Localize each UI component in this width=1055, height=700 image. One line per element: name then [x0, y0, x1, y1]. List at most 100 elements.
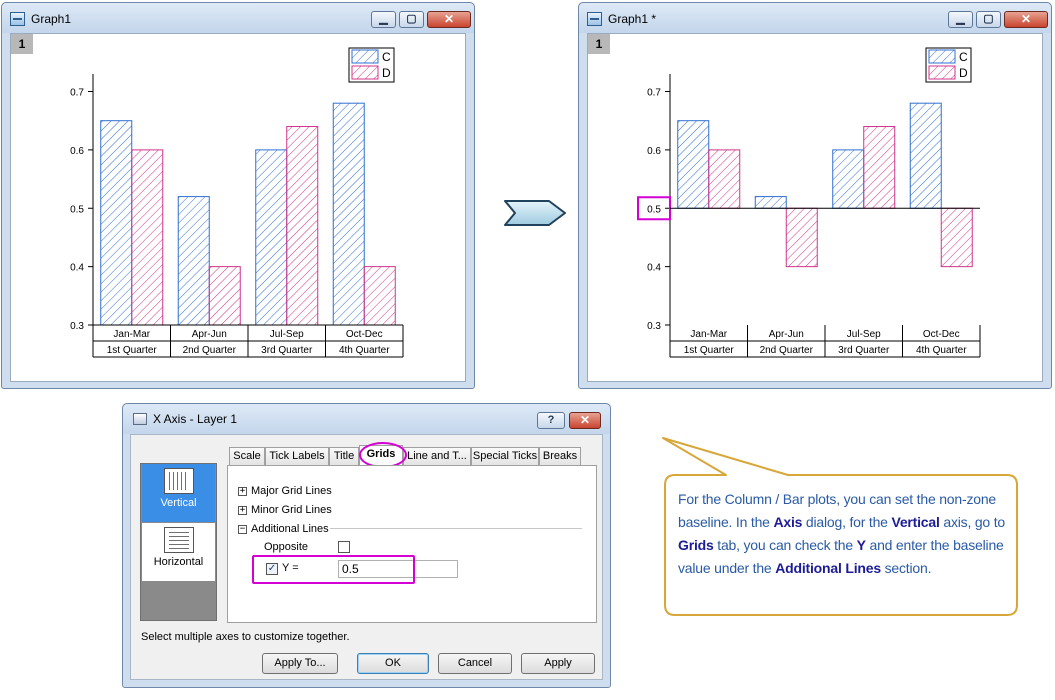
- bar-d: [286, 126, 319, 326]
- tree-major-grid-lines[interactable]: + Major Grid Lines: [238, 484, 332, 498]
- callout-bubble: [662, 437, 1018, 616]
- x-group-label: 4th Quarter: [339, 345, 390, 356]
- close-button[interactable]: ✕: [427, 11, 471, 28]
- tab-breaks[interactable]: Breaks: [539, 447, 581, 465]
- graph-window-right[interactable]: Graph1 * ▁ ▢ ✕ 1 0.3 0.4 0.5 0.6 0.7 Jan-Mar 1…: [578, 2, 1052, 389]
- close-icon: ✕: [579, 413, 591, 427]
- graph-canvas[interactable]: 1 0.3 0.4 0.5 0.6 0.7 Jan-Mar 1st Quarter Apr-J…: [587, 33, 1043, 382]
- tab-scale[interactable]: Scale: [229, 447, 265, 465]
- x-group-label: 1st Quarter: [684, 345, 735, 356]
- x-category-label: Apr-Jun: [769, 329, 804, 340]
- y-row-highlight: [252, 555, 415, 584]
- close-button[interactable]: ✕: [1004, 11, 1048, 28]
- window-titlebar[interactable]: Graph1 * ▁ ▢ ✕: [579, 3, 1051, 33]
- minimize-icon: ▁: [379, 13, 388, 25]
- x-category-label: Jan-Mar: [690, 329, 727, 340]
- x-group-label: 3rd Quarter: [838, 345, 890, 356]
- bar-d: [208, 266, 241, 326]
- layer-badge[interactable]: 1: [588, 34, 610, 54]
- opposite-label: Opposite: [264, 541, 309, 553]
- y-value-input[interactable]: 0.5: [338, 560, 458, 578]
- side-item-horizontal[interactable]: Horizontal: [142, 523, 215, 581]
- bar-c: [754, 196, 787, 209]
- side-item-vertical[interactable]: Vertical: [142, 464, 215, 522]
- bar-chart: 0.3 0.4 0.5 0.6 0.7 Jan-Mar 1st Quarter Apr-Jun…: [70, 47, 404, 358]
- bar-d: [940, 207, 973, 268]
- x-category-label: Oct-Dec: [346, 329, 383, 340]
- y-checkbox[interactable]: ✓: [266, 563, 278, 575]
- maximize-icon: ▢: [406, 13, 417, 25]
- legend-swatch: [351, 65, 379, 80]
- tab-title[interactable]: Title: [329, 447, 359, 465]
- dialog-close-button[interactable]: ✕: [569, 412, 601, 429]
- x-group-label: 4th Quarter: [916, 345, 967, 356]
- section-divider: [330, 528, 582, 529]
- window-title: Graph1: [31, 12, 72, 26]
- y-tick-label: 0.7: [647, 88, 661, 99]
- dialog-titlebar[interactable]: X Axis - Layer 1 ? ✕: [123, 404, 610, 434]
- bar-c: [177, 196, 210, 326]
- callout-text-segment: For the Column / Bar plots, you can set …: [678, 491, 996, 530]
- tree-label: Major Grid Lines: [251, 485, 332, 497]
- help-icon: ?: [547, 414, 555, 426]
- apply-button[interactable]: Apply: [521, 653, 595, 674]
- help-button[interactable]: ?: [537, 412, 565, 429]
- callout-text-segment: dialog, for the: [802, 514, 892, 530]
- close-icon: ✕: [1020, 12, 1032, 26]
- bar-d: [708, 149, 741, 209]
- legend-swatch: [928, 49, 956, 64]
- x-category-label: Oct-Dec: [923, 329, 960, 340]
- x-category-label: Jul-Sep: [270, 329, 304, 340]
- x-group-label: 2nd Quarter: [760, 345, 814, 356]
- axis-selector-panel: Vertical Horizontal: [140, 463, 217, 621]
- callout-text-segment: and enter the baseline value under the: [678, 537, 1004, 576]
- tree-additional-lines[interactable]: − Additional Lines: [238, 522, 329, 536]
- graph-window-left[interactable]: Graph1 ▁ ▢ ✕ 1 0.3 0.4 0.5 0.6 0.7 Jan-Mar 1st…: [1, 2, 475, 389]
- x-axis-dialog[interactable]: X Axis - Layer 1 ? ✕ Vertical Horizontal…: [122, 403, 611, 688]
- x-category-label: Jan-Mar: [113, 329, 150, 340]
- vertical-axis-icon: [163, 468, 194, 494]
- minimize-button[interactable]: ▁: [948, 11, 973, 28]
- callout-keyword: Additional Lines: [775, 560, 881, 576]
- layer-badge[interactable]: 1: [11, 34, 33, 54]
- bar-c: [255, 149, 288, 326]
- expand-icon[interactable]: +: [238, 485, 247, 496]
- apply-to-button[interactable]: Apply To...: [262, 653, 338, 674]
- legend-label: D: [382, 66, 391, 80]
- y-label: Y =: [282, 562, 299, 574]
- y-tick-label: 0.3: [70, 321, 84, 332]
- opposite-checkbox[interactable]: [338, 541, 350, 553]
- cancel-button[interactable]: Cancel: [438, 653, 512, 674]
- side-item-label: Vertical: [160, 497, 197, 509]
- ok-button[interactable]: OK: [357, 653, 429, 674]
- minimize-button[interactable]: ▁: [371, 11, 396, 28]
- legend-swatch: [351, 49, 379, 64]
- x-group-label: 3rd Quarter: [261, 345, 313, 356]
- tab-line-and-ticks[interactable]: Line and T...: [403, 447, 471, 465]
- horizontal-axis-icon: [163, 527, 194, 553]
- expand-icon[interactable]: +: [238, 504, 247, 515]
- y-tick-label: 0.5: [70, 204, 84, 215]
- bar-d: [363, 266, 396, 326]
- grids-tab-panel: + Major Grid Lines + Minor Grid Lines − Add…: [227, 465, 597, 623]
- collapse-icon[interactable]: −: [238, 523, 247, 534]
- maximize-button[interactable]: ▢: [399, 11, 424, 28]
- close-icon: ✕: [443, 12, 455, 26]
- bar-c: [332, 102, 365, 326]
- y-tick-label: 0.4: [647, 263, 661, 274]
- bar-c: [909, 102, 942, 209]
- tree-minor-grid-lines[interactable]: + Minor Grid Lines: [238, 503, 332, 517]
- dialog-title: X Axis - Layer 1: [153, 412, 238, 426]
- window-titlebar[interactable]: Graph1 ▁ ▢ ✕: [2, 3, 474, 33]
- y-tick-label: 0.4: [70, 263, 84, 274]
- maximize-button[interactable]: ▢: [976, 11, 1001, 28]
- tab-tick-labels[interactable]: Tick Labels: [265, 447, 329, 465]
- x-category-label: Jul-Sep: [847, 329, 881, 340]
- callout-keyword: Grids: [678, 537, 714, 553]
- tab-special-ticks[interactable]: Special Ticks: [471, 447, 539, 465]
- window-title: Graph1 *: [608, 12, 657, 26]
- graph-window-icon: [587, 12, 602, 26]
- graph-canvas[interactable]: 1 0.3 0.4 0.5 0.6 0.7 Jan-Mar 1st Quarter Apr-J…: [10, 33, 466, 382]
- dialog-icon: [133, 413, 147, 425]
- bar-d: [131, 149, 164, 326]
